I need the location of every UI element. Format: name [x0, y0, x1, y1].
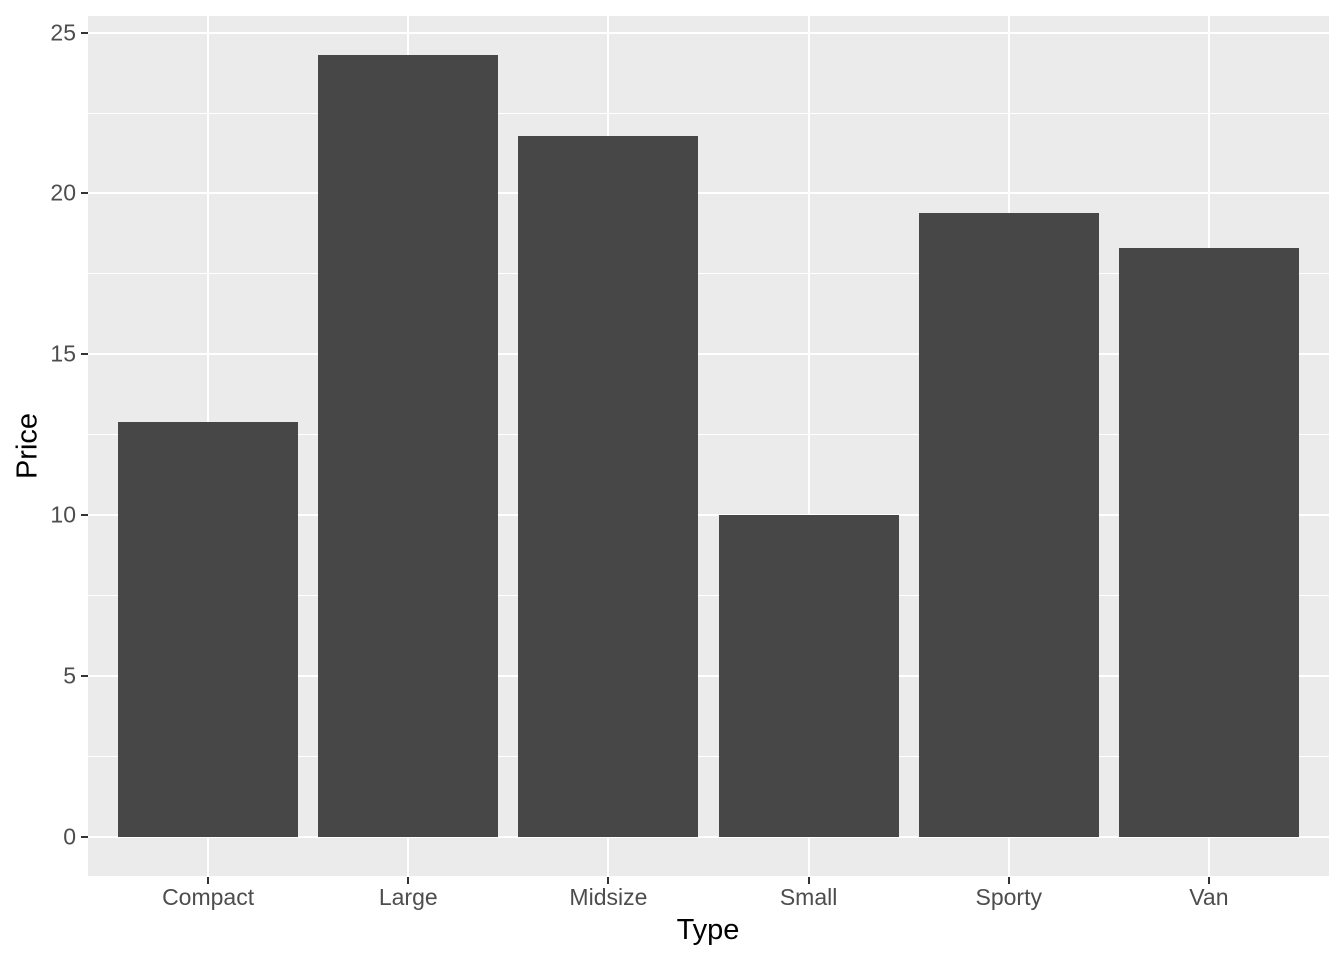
y-tick-mark [81, 353, 88, 356]
y-axis-title: Price [11, 412, 44, 480]
x-tick-label: Large [378, 884, 438, 910]
gridline-major-horizontal [88, 514, 1329, 517]
gridline-major-horizontal [88, 31, 1329, 34]
gridline-major-vertical [807, 16, 810, 876]
y-tick-label: 20 [50, 179, 76, 206]
y-tick-mark [81, 192, 88, 195]
gridline-minor-horizontal [88, 595, 1329, 597]
gridline-minor-horizontal [88, 273, 1329, 275]
y-tick-label: 10 [50, 501, 76, 528]
y-tick-mark [81, 835, 88, 838]
x-tick-label: Compact [162, 884, 255, 910]
bar-large [318, 55, 499, 837]
y-tick-mark [81, 675, 88, 678]
x-tick-label: Small [779, 884, 838, 910]
gridline-minor-horizontal [88, 755, 1329, 757]
y-tick-mark [81, 514, 88, 517]
gridline-major-horizontal [88, 835, 1329, 838]
plot-panel [88, 16, 1329, 876]
gridline-major-horizontal [88, 192, 1329, 195]
bar-small [718, 515, 899, 837]
y-tick-label: 0 [63, 823, 76, 850]
x-tick-mark [1207, 877, 1210, 884]
x-tick-mark [807, 877, 810, 884]
gridline-minor-horizontal [88, 112, 1329, 114]
y-tick-mark [81, 31, 88, 34]
x-tick-label: Sporty [975, 884, 1042, 910]
gridline-major-horizontal [88, 353, 1329, 356]
x-tick-mark [607, 877, 610, 884]
x-tick-label: Midsize [569, 884, 648, 910]
bar-van [1118, 248, 1299, 837]
x-tick-mark [407, 877, 410, 884]
x-tick-mark [1007, 877, 1010, 884]
bar-midsize [518, 135, 699, 837]
x-axis-title: Type [676, 914, 740, 946]
bar-compact [118, 421, 299, 837]
x-tick-mark [207, 877, 210, 884]
y-tick-label: 25 [50, 19, 76, 46]
gridline-major-horizontal [88, 675, 1329, 678]
y-tick-label: 15 [50, 340, 76, 367]
bar-sporty [918, 212, 1099, 837]
y-tick-label: 5 [63, 662, 76, 689]
gridline-minor-horizontal [88, 434, 1329, 436]
x-tick-label: Van [1189, 884, 1229, 910]
